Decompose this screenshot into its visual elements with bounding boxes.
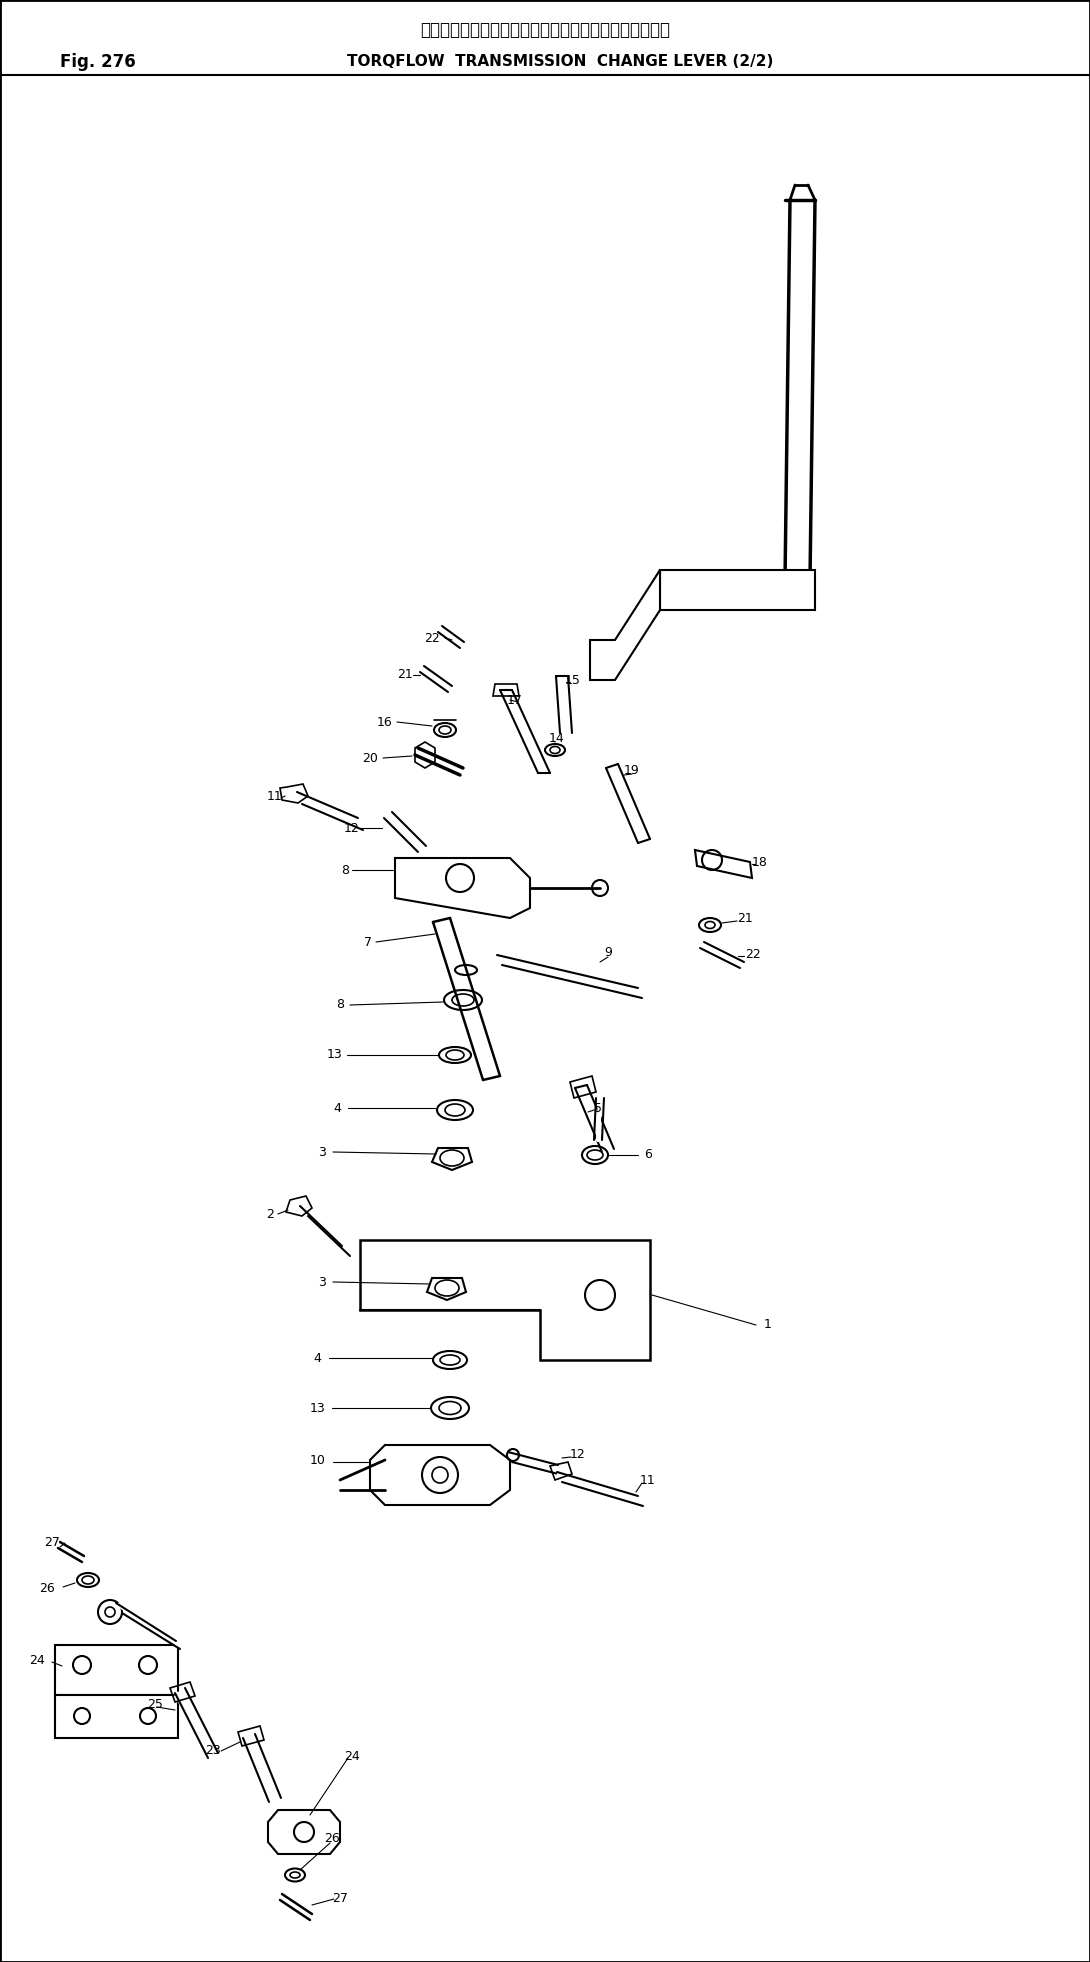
Text: 14: 14 <box>549 732 565 744</box>
Polygon shape <box>370 1444 510 1505</box>
Text: 6: 6 <box>644 1148 652 1162</box>
Polygon shape <box>427 1277 467 1301</box>
Text: 13: 13 <box>327 1048 343 1061</box>
Polygon shape <box>268 1811 340 1854</box>
Text: 20: 20 <box>362 751 378 765</box>
Text: 22: 22 <box>746 948 761 961</box>
Polygon shape <box>432 1148 472 1169</box>
Text: 26: 26 <box>39 1581 54 1595</box>
Text: 9: 9 <box>604 946 611 959</box>
Text: 23: 23 <box>205 1744 221 1756</box>
Polygon shape <box>661 571 815 610</box>
Text: 18: 18 <box>752 855 768 869</box>
Text: 1: 1 <box>764 1318 772 1332</box>
Text: 3: 3 <box>318 1275 326 1289</box>
Polygon shape <box>54 1644 178 1695</box>
Text: Fig. 276: Fig. 276 <box>60 53 136 71</box>
Text: 8: 8 <box>341 863 349 877</box>
Text: 4: 4 <box>313 1352 320 1364</box>
Text: 12: 12 <box>344 822 360 834</box>
Text: 5: 5 <box>594 1101 602 1114</box>
Text: 8: 8 <box>336 999 344 1012</box>
Text: 26: 26 <box>324 1831 340 1844</box>
Text: 7: 7 <box>364 936 372 948</box>
Text: 25: 25 <box>147 1697 162 1711</box>
Text: 21: 21 <box>397 669 413 681</box>
Polygon shape <box>590 571 661 681</box>
Polygon shape <box>360 1240 650 1360</box>
Text: 27: 27 <box>332 1891 348 1905</box>
Text: 19: 19 <box>625 763 640 777</box>
Polygon shape <box>54 1695 178 1738</box>
Text: 16: 16 <box>377 716 392 728</box>
Text: 4: 4 <box>334 1101 341 1114</box>
Text: 21: 21 <box>737 912 753 924</box>
Text: TORQFLOW  TRANSMISSION  CHANGE LEVER (2/2): TORQFLOW TRANSMISSION CHANGE LEVER (2/2) <box>347 55 773 69</box>
Polygon shape <box>395 857 530 918</box>
Text: 24: 24 <box>29 1654 45 1666</box>
Text: 11: 11 <box>267 789 283 802</box>
Text: 10: 10 <box>310 1454 326 1466</box>
Polygon shape <box>695 850 752 879</box>
Text: 13: 13 <box>311 1401 326 1415</box>
Text: 11: 11 <box>640 1473 656 1487</box>
Text: 24: 24 <box>344 1750 360 1762</box>
Text: 3: 3 <box>318 1146 326 1158</box>
Text: トルクフロー　トランスミッション　チェンジ　レバー: トルクフロー トランスミッション チェンジ レバー <box>420 22 670 39</box>
Text: 17: 17 <box>507 693 523 706</box>
Text: 15: 15 <box>565 673 581 687</box>
Text: 12: 12 <box>570 1448 586 1462</box>
Text: 2: 2 <box>266 1207 274 1220</box>
Text: 22: 22 <box>424 632 440 644</box>
Text: 27: 27 <box>44 1536 60 1548</box>
